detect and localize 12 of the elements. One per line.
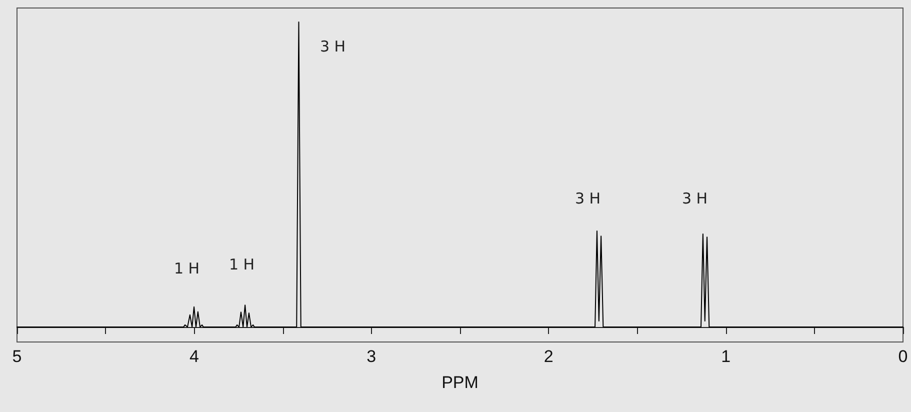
annotation: 1 H — [229, 256, 255, 274]
x-tick-label: 1 — [721, 347, 731, 366]
x-tick-label: 3 — [366, 347, 376, 366]
annotation: 3 H — [575, 190, 601, 208]
x-tick-label: 5 — [12, 347, 22, 366]
x-tick-label: 0 — [898, 347, 908, 366]
x-tick-label: 4 — [189, 347, 199, 366]
x-tick-label: 2 — [544, 347, 554, 366]
annotation: 1 H — [174, 260, 200, 278]
x-axis-title: PPM — [442, 373, 478, 392]
annotation: 3 H — [320, 38, 346, 56]
annotation: 3 H — [682, 190, 708, 208]
